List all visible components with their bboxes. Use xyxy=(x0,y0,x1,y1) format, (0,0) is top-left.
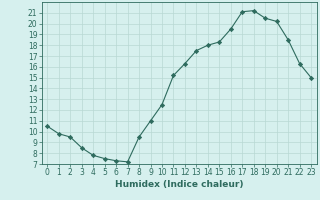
X-axis label: Humidex (Indice chaleur): Humidex (Indice chaleur) xyxy=(115,180,244,189)
